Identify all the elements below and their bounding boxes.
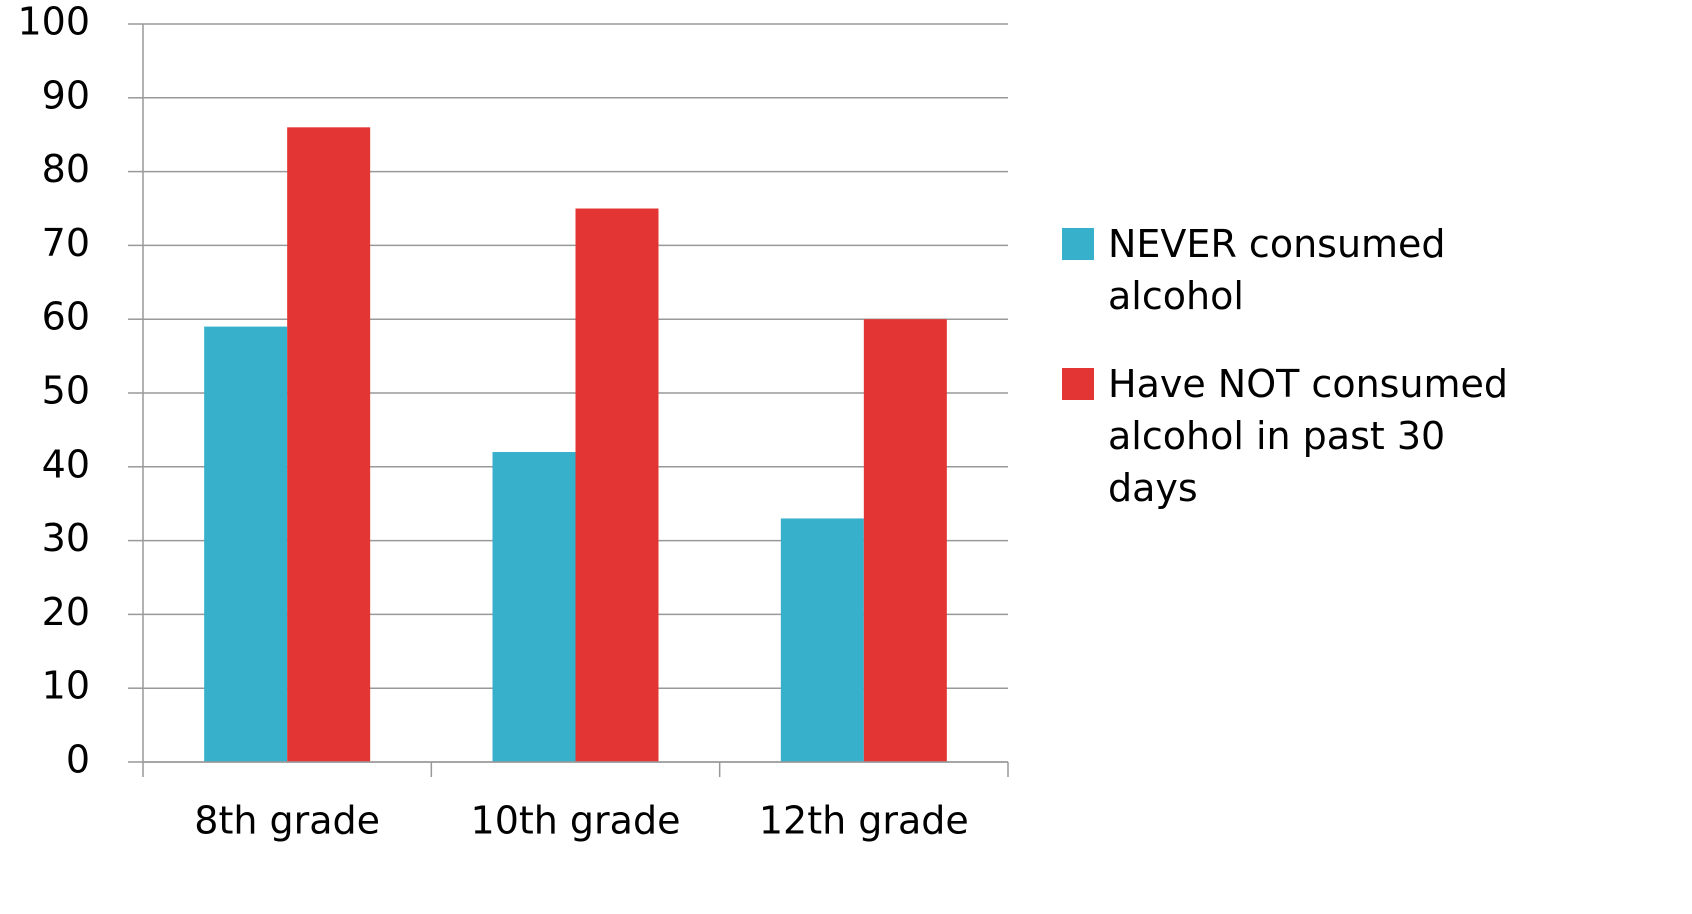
x-tick-label: 12th grade <box>759 799 969 843</box>
bar <box>863 319 947 762</box>
legend: NEVER consumed alcohol Have NOT consumed … <box>1062 218 1532 550</box>
y-tick-label: 0 <box>66 738 90 782</box>
bar <box>204 326 288 762</box>
y-tick-label: 80 <box>42 147 90 191</box>
legend-item: NEVER consumed alcohol <box>1062 218 1532 322</box>
y-tick-label: 40 <box>42 442 90 486</box>
y-tick-label: 100 <box>17 0 90 44</box>
bar <box>575 208 659 762</box>
y-tick-label: 50 <box>42 369 90 413</box>
x-tick-label: 10th grade <box>471 799 681 843</box>
y-tick-label: 30 <box>42 516 90 560</box>
legend-label: Have NOT consumed alcohol in past 30 day… <box>1108 362 1509 510</box>
legend-label: NEVER consumed alcohol <box>1108 222 1446 318</box>
legend-item: Have NOT consumed alcohol in past 30 day… <box>1062 358 1532 514</box>
bar <box>492 452 576 762</box>
bar <box>780 518 864 762</box>
legend-swatch <box>1062 228 1094 260</box>
legend-swatch <box>1062 368 1094 400</box>
y-tick-label: 20 <box>42 590 90 634</box>
y-tick-label: 60 <box>42 295 90 339</box>
y-tick-label: 70 <box>42 221 90 265</box>
y-tick-label: 10 <box>42 664 90 708</box>
x-tick-label: 8th grade <box>194 799 380 843</box>
y-tick-label: 90 <box>42 73 90 117</box>
bar <box>287 127 371 762</box>
